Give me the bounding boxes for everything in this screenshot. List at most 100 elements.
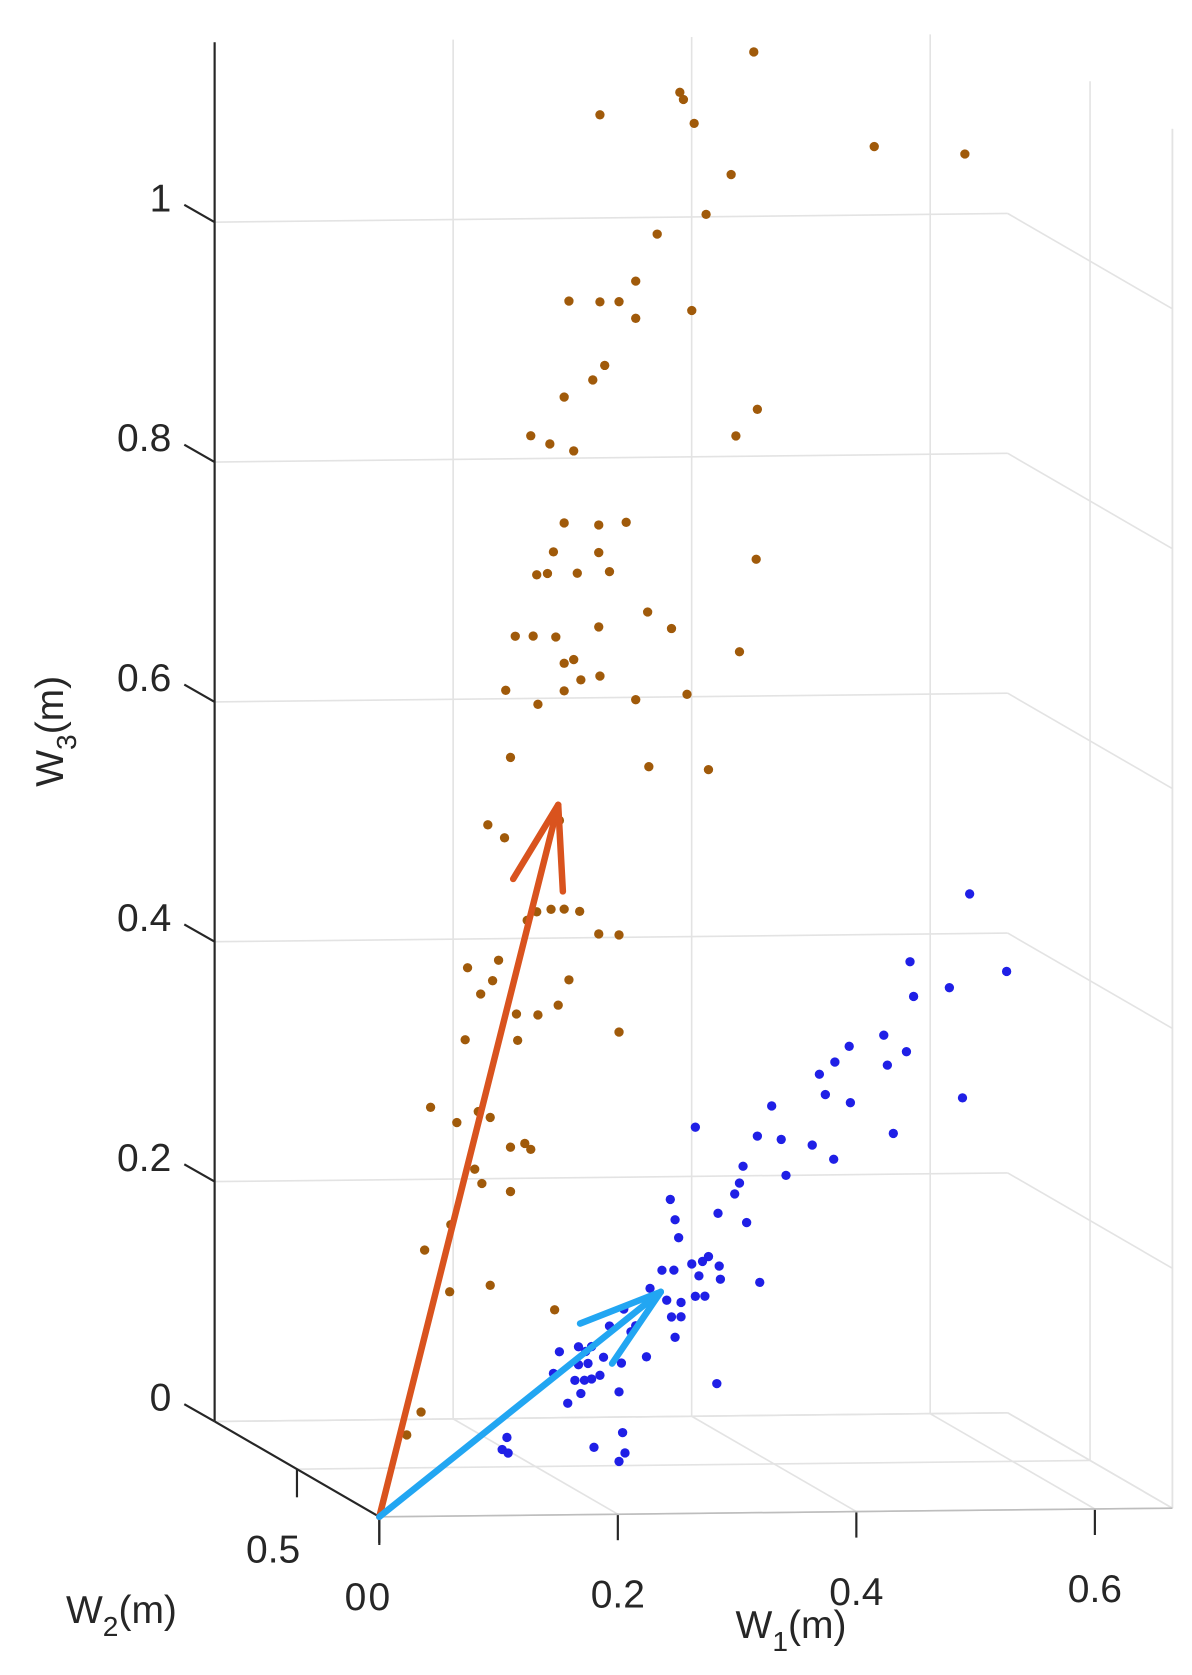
point — [701, 209, 711, 220]
point — [502, 1432, 512, 1443]
point — [652, 229, 662, 239]
z-tick — [183, 1163, 216, 1183]
z-label-base: W — [29, 750, 72, 787]
point — [595, 297, 605, 307]
z-tick-label: 0.2 — [117, 1137, 171, 1180]
point — [767, 1101, 777, 1111]
point — [548, 547, 559, 557]
grid-line — [214, 1411, 1008, 1423]
point — [594, 520, 604, 530]
z-label-unit: (m) — [29, 676, 72, 734]
point — [462, 963, 473, 973]
point — [662, 1295, 672, 1305]
grid-line — [214, 932, 1008, 943]
point — [676, 1312, 686, 1322]
vector-head — [554, 801, 567, 895]
point — [752, 1131, 763, 1141]
point — [1001, 966, 1012, 977]
point — [600, 360, 610, 371]
point — [559, 392, 569, 402]
point — [564, 975, 574, 985]
point — [631, 695, 641, 705]
point — [665, 1194, 675, 1205]
x-axis — [379, 1507, 1173, 1518]
y-label-base: W — [66, 1589, 103, 1632]
point — [570, 1375, 580, 1386]
x-tick-label: 0 — [368, 1576, 390, 1619]
z-tick-label: 0.4 — [117, 897, 171, 940]
point — [526, 1144, 536, 1155]
point — [528, 631, 538, 641]
point — [776, 1134, 786, 1145]
point — [616, 1358, 627, 1368]
point — [715, 1274, 726, 1284]
point — [820, 1089, 831, 1100]
point — [675, 87, 685, 97]
grid-line — [214, 692, 1008, 703]
point — [673, 1233, 684, 1243]
point — [476, 989, 486, 999]
point — [445, 1287, 455, 1297]
vector — [376, 1288, 665, 1521]
vector-shaft — [376, 801, 562, 1521]
point — [614, 1387, 624, 1397]
point — [505, 1186, 516, 1197]
point — [657, 1265, 667, 1275]
point — [503, 1448, 513, 1458]
point — [666, 623, 677, 634]
point — [569, 446, 579, 456]
point — [559, 904, 569, 914]
point — [485, 1280, 495, 1290]
y-axis — [214, 1420, 380, 1518]
point — [452, 1117, 462, 1128]
point — [964, 889, 975, 899]
z-label-sub: 3 — [51, 734, 82, 750]
point — [734, 1178, 745, 1188]
point — [703, 764, 714, 775]
point — [617, 1427, 628, 1438]
point — [642, 607, 653, 617]
grid-line — [296, 1459, 1091, 1470]
x-label-base: W — [736, 1604, 773, 1647]
point — [644, 762, 654, 772]
point — [512, 1035, 523, 1046]
vector — [376, 801, 567, 1521]
point — [734, 647, 745, 657]
vector-head — [608, 1288, 665, 1367]
point — [731, 431, 741, 441]
point — [493, 955, 504, 965]
point — [559, 518, 569, 528]
point — [749, 47, 759, 57]
point — [460, 1035, 470, 1045]
vector-shaft — [376, 1288, 665, 1521]
point — [485, 1112, 495, 1123]
point — [499, 833, 510, 843]
point — [741, 1217, 752, 1228]
point — [589, 1442, 599, 1452]
point — [844, 1041, 854, 1052]
y-tick-label: 0 — [345, 1576, 367, 1619]
point — [845, 1098, 856, 1108]
point — [576, 1388, 586, 1399]
point — [714, 1261, 724, 1271]
marks — [376, 47, 1012, 1521]
point — [551, 632, 561, 642]
point — [631, 276, 641, 286]
point — [533, 699, 543, 710]
point — [676, 1297, 686, 1308]
point — [594, 547, 604, 558]
point — [526, 431, 536, 441]
grid — [183, 34, 1174, 1545]
point — [520, 1138, 530, 1149]
point — [830, 1057, 840, 1067]
y-tick-label: 0.5 — [246, 1528, 300, 1571]
point — [576, 675, 586, 685]
point — [416, 1407, 426, 1417]
point — [882, 1060, 893, 1070]
y-label-unit: (m) — [118, 1589, 176, 1632]
point — [546, 904, 556, 914]
point — [595, 671, 605, 681]
z-tick — [183, 203, 216, 224]
